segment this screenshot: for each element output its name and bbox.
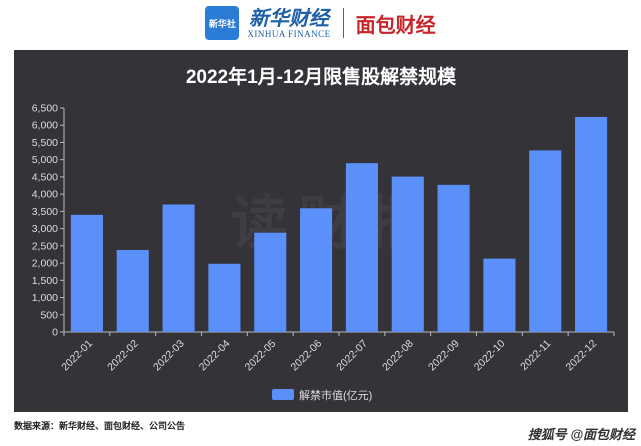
y-tick-label: 2,000: [32, 258, 58, 270]
brand-cn: 新华财经: [249, 6, 329, 30]
x-tick-label: 2022-04: [197, 338, 233, 374]
y-tick-label: 6,000: [32, 120, 58, 132]
bar: [575, 116, 608, 333]
bar: [208, 263, 241, 332]
legend-label: 解禁市值(亿元): [299, 388, 372, 402]
y-tick-label: 500: [40, 309, 58, 321]
bar: [70, 214, 103, 332]
x-tick-label: 2022-12: [563, 338, 599, 374]
x-tick-label: 2022-07: [334, 338, 370, 374]
x-tick-label: 2022-09: [426, 338, 462, 374]
header: 新华社 新华财经 XINHUA FINANCE 面包财经: [0, 0, 641, 46]
xinhua-logo: 新华社: [205, 6, 240, 40]
bar: [345, 163, 378, 332]
data-source: 数据来源：新华财经、面包财经、公司公告: [14, 422, 186, 432]
y-tick-label: 1,500: [32, 275, 58, 287]
x-tick-label: 2022-02: [105, 338, 141, 374]
chart-title: 2022年1月-12月限售股解禁规模: [185, 67, 457, 88]
y-tick-label: 4,500: [32, 171, 58, 183]
x-tick-label: 2022-06: [288, 338, 324, 374]
xinhua-finance-brand: 新华财经 XINHUA FINANCE: [247, 7, 330, 39]
x-tick-label: 2022-11: [518, 338, 553, 373]
y-tick-label: 4,000: [32, 189, 58, 201]
y-tick-label: 0: [52, 327, 58, 339]
bar: [116, 249, 149, 332]
bar: [483, 258, 516, 332]
y-tick-label: 5,000: [32, 154, 58, 166]
brand-en: XINHUA FINANCE: [247, 29, 331, 39]
x-tick-label: 2022-10: [472, 338, 508, 374]
bar: [391, 176, 424, 332]
credit: 搜狐号 @面包财经: [527, 427, 635, 442]
y-tick-label: 6,500: [32, 103, 58, 115]
y-tick-label: 5,500: [32, 137, 58, 149]
x-tick-label: 2022-01: [59, 338, 95, 374]
bar: [529, 150, 562, 332]
y-tick-label: 2,500: [32, 240, 58, 252]
y-tick-label: 3,000: [32, 223, 58, 235]
x-tick-label: 2022-03: [151, 338, 187, 374]
y-tick-label: 1,000: [32, 292, 58, 304]
y-tick-label: 3,500: [32, 206, 58, 218]
x-tick-label: 2022-05: [243, 338, 279, 374]
mianbao-brand: 面包财经: [355, 14, 436, 37]
legend-swatch: [272, 389, 294, 400]
chart-panel: 2022年1月-12月限售股解禁规模 读财报 05001,0001,5002,0…: [14, 50, 628, 412]
x-tick-label: 2022-08: [380, 338, 416, 374]
bar-chart: 0 500 1,000 1,500 2,000 2,500 3,000 3,500 4,000 4…: [32, 103, 615, 402]
header-divider: [342, 8, 344, 38]
bar: [300, 208, 333, 332]
bar: [162, 204, 195, 332]
bar: [254, 232, 287, 332]
bar: [437, 184, 470, 332]
